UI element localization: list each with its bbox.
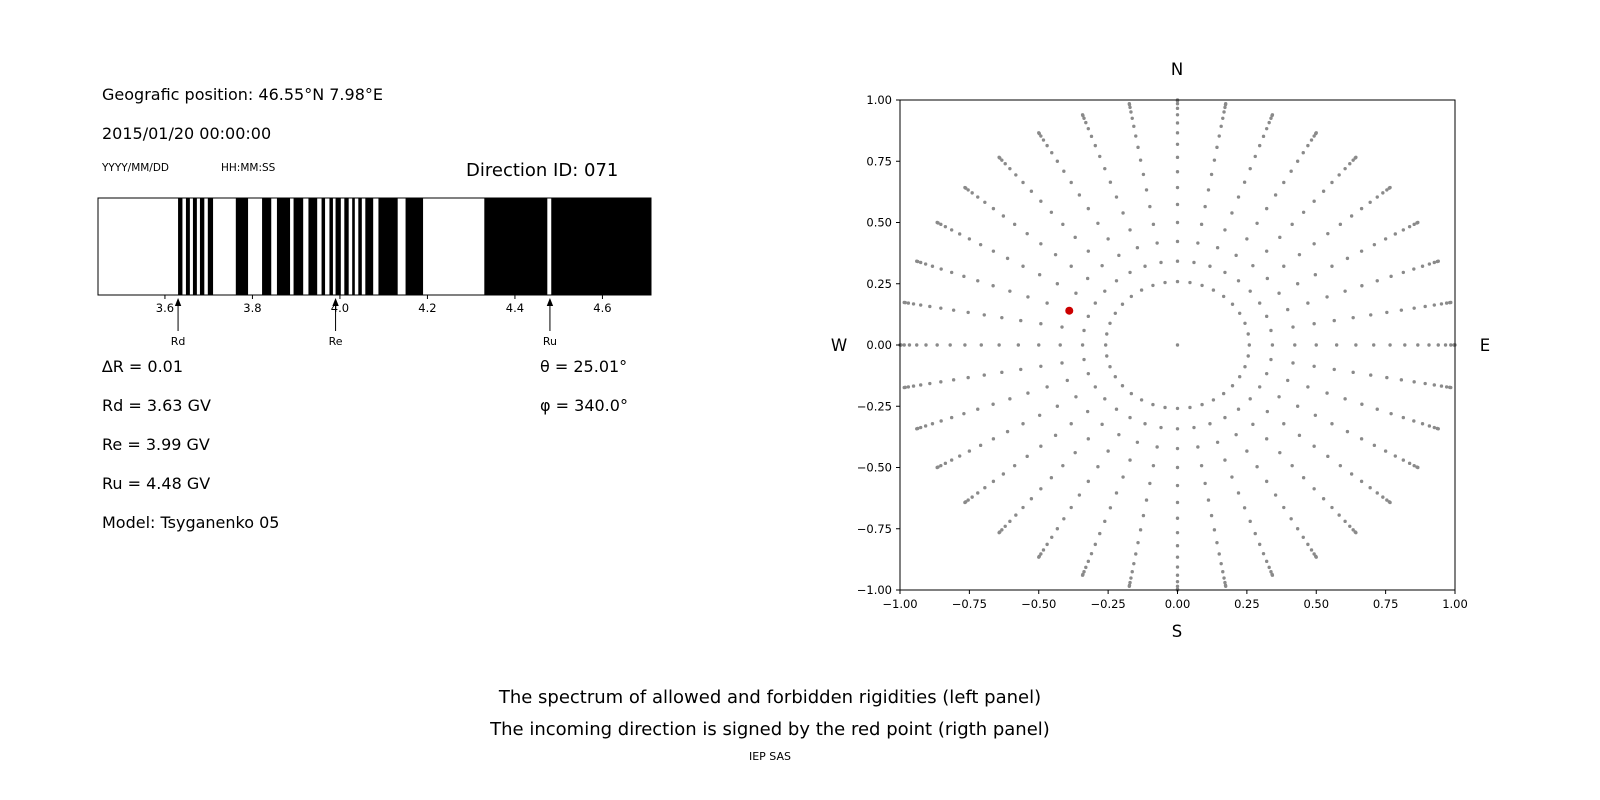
svg-text:0.75: 0.75 (1373, 597, 1399, 611)
svg-text:0.50: 0.50 (866, 216, 892, 230)
re-value: Re = 3.99 GV (102, 435, 210, 454)
svg-text:0.50: 0.50 (1303, 597, 1329, 611)
caption-credit: IEP SAS (748, 750, 792, 763)
compass-north-label: N (1170, 60, 1184, 79)
svg-text:4.4: 4.4 (506, 301, 524, 315)
svg-text:1.00: 1.00 (866, 93, 892, 107)
svg-text:4.2: 4.2 (418, 301, 436, 315)
svg-text:0.25: 0.25 (866, 277, 892, 291)
compass-south-label: S (1171, 622, 1183, 641)
direction-id-label: Direction ID: 071 (466, 160, 619, 181)
svg-text:0.00: 0.00 (866, 338, 892, 352)
svg-text:3.6: 3.6 (156, 301, 174, 315)
theta-value: θ = 25.01° (540, 357, 628, 376)
compass-west-label: W (830, 336, 848, 355)
caption-line-2: The incoming direction is signed by the … (490, 719, 1050, 740)
svg-text:0.25: 0.25 (1234, 597, 1260, 611)
rigidity-barcode-chart: 3.6 3.8 4.0 4.2 4.4 4.6Rd Re Ru (97, 197, 652, 348)
caption-line-1: The spectrum of allowed and forbidden ri… (498, 687, 1042, 708)
svg-text:−0.75: −0.75 (952, 597, 987, 611)
rd-value: Rd = 3.63 GV (102, 396, 211, 415)
svg-text:−1.00: −1.00 (857, 583, 892, 597)
svg-text:−0.75: −0.75 (857, 522, 892, 536)
svg-text:−0.50: −0.50 (1021, 597, 1056, 611)
svg-text:−0.50: −0.50 (857, 461, 892, 475)
svg-text:0.00: 0.00 (1165, 597, 1191, 611)
ru-value: Ru = 4.48 GV (102, 474, 211, 493)
svg-text:−0.25: −0.25 (1091, 597, 1126, 611)
svg-text:3.8: 3.8 (243, 301, 261, 315)
delta-r-value: ∆R = 0.01 (102, 357, 184, 376)
svg-text:−1.00: −1.00 (882, 597, 917, 611)
svg-text:4.6: 4.6 (593, 301, 611, 315)
model-label: Model: Tsyganenko 05 (102, 513, 280, 532)
svg-text:Rd: Rd (171, 335, 186, 348)
datetime-label: 2015/01/20 00:00:00 (102, 124, 272, 143)
geo-position-label: Geografic position: 46.55°N 7.98°E (102, 85, 383, 104)
date-format-label: YYYY/MM/DD (102, 162, 170, 174)
compass-east-label: E (1479, 336, 1491, 355)
svg-text:Ru: Ru (543, 335, 557, 348)
svg-text:0.75: 0.75 (866, 154, 892, 168)
figure-caption: The spectrum of allowed and forbidden ri… (0, 686, 1540, 763)
svg-text:Re: Re (329, 335, 343, 348)
phi-value: φ = 340.0° (540, 396, 628, 415)
svg-text:−0.25: −0.25 (857, 399, 892, 413)
svg-text:1.00: 1.00 (1442, 597, 1468, 611)
time-format-label: HH:MM:SS (221, 162, 276, 174)
direction-scatter-chart: −1.00 −0.75 −0.50 −0.25 0.00 0.25 0.50 0.75 1.00… (857, 93, 1468, 611)
